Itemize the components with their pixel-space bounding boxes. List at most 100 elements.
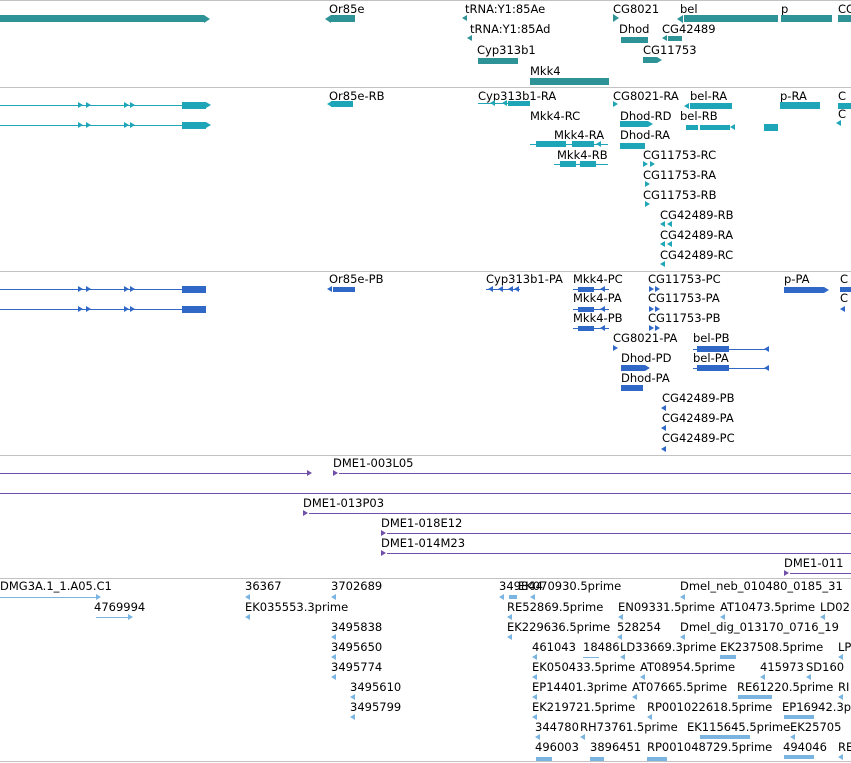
feature-label[interactable]: 3495650 [331, 640, 383, 654]
feature-bar[interactable] [331, 15, 355, 22]
feature-label[interactable]: C [840, 272, 849, 286]
feature-bar[interactable] [700, 125, 730, 130]
feature-bar[interactable] [684, 15, 778, 22]
feature-label[interactable]: 528254 [617, 620, 661, 634]
feature-bar[interactable] [572, 141, 594, 147]
feature-label[interactable]: C [838, 89, 847, 103]
feature-label[interactable]: EP16942.3p [782, 700, 851, 714]
feature-label[interactable]: Dhod-PD [621, 351, 672, 365]
feature-bar[interactable] [508, 101, 530, 106]
feature-label[interactable]: 415973 [760, 660, 804, 674]
feature-label[interactable]: RE61220.5prime [737, 680, 834, 694]
feature-label[interactable]: 461043 [532, 640, 576, 654]
feature-intron-line[interactable] [96, 617, 128, 618]
feature-label[interactable]: bel-RA [690, 89, 728, 103]
feature-label[interactable]: 494046 [783, 740, 827, 754]
feature-label[interactable]: RI [838, 680, 850, 694]
feature-label[interactable]: RE [838, 740, 851, 754]
feature-label[interactable]: LD02 [820, 600, 850, 614]
feature-bar[interactable] [838, 15, 851, 22]
feature-label[interactable]: DME1-013P03 [303, 496, 385, 510]
feature-intron-line[interactable] [486, 289, 520, 290]
feature-label[interactable]: Mkk4-PC [573, 272, 623, 286]
feature-label[interactable]: CG42489-RB [660, 208, 734, 222]
feature-label[interactable]: Or85e [329, 2, 365, 16]
feature-intron-line[interactable] [0, 125, 182, 126]
feature-label[interactable]: Mkk4-PA [573, 291, 622, 305]
feature-intron-line[interactable] [309, 513, 851, 514]
feature-label[interactable]: 3495610 [350, 680, 402, 694]
feature-bar[interactable] [621, 37, 648, 43]
feature-label[interactable]: CG42489-PC [662, 431, 735, 445]
feature-intron-line[interactable] [790, 573, 851, 574]
feature-label[interactable]: 36367 [245, 579, 282, 593]
feature-label[interactable]: RP001048729.5prime [647, 740, 773, 754]
feature-intron-line[interactable] [387, 553, 851, 554]
feature-label[interactable]: DME1-011 [784, 556, 844, 570]
feature-label[interactable]: EK035553.3prime [245, 600, 349, 614]
feature-bar[interactable] [578, 326, 594, 331]
feature-intron-line[interactable] [339, 473, 851, 474]
feature-bar[interactable] [478, 58, 518, 64]
feature-label[interactable]: 496003 [535, 740, 579, 754]
feature-label[interactable]: CG11753-PA [648, 291, 720, 305]
feature-label[interactable]: RE52869.5prime [507, 600, 604, 614]
feature-label[interactable]: p-RA [780, 89, 807, 103]
feature-bar[interactable] [182, 122, 206, 129]
feature-label[interactable]: Dmel_dig_013170_0716_19 [680, 620, 839, 634]
feature-label[interactable]: EK229636.5prime [507, 620, 611, 634]
feature-bar[interactable] [182, 102, 206, 109]
feature-label[interactable]: Mkk4-RC [530, 109, 581, 123]
feature-bar[interactable] [838, 103, 851, 109]
feature-label[interactable]: CG [838, 2, 851, 16]
feature-bar[interactable] [686, 125, 698, 130]
feature-bar[interactable] [764, 124, 778, 131]
feature-intron-line[interactable] [0, 105, 182, 106]
feature-label[interactable]: p-PA [784, 272, 810, 286]
feature-label[interactable]: Dhod-RA [620, 128, 671, 142]
feature-label[interactable]: Mkk4-PB [573, 311, 623, 325]
feature-bar[interactable] [536, 141, 566, 147]
feature-label[interactable]: CG42489-RA [660, 228, 734, 242]
feature-label[interactable]: CG42489 [662, 22, 716, 36]
feature-bar[interactable] [784, 715, 814, 719]
feature-bar[interactable] [0, 15, 204, 22]
feature-intron-line[interactable] [530, 144, 608, 145]
feature-label[interactable]: CG42489-RC [660, 248, 734, 262]
feature-bar[interactable] [697, 365, 729, 371]
feature-intron-line[interactable] [387, 533, 851, 534]
feature-label[interactable]: CG8021 [613, 2, 660, 16]
feature-label[interactable]: Cyp313b1-RA [478, 89, 557, 103]
feature-label[interactable]: 3702689 [331, 579, 383, 593]
feature-label[interactable]: DMG3A.1_1.A05.C1 [0, 579, 112, 593]
feature-label[interactable]: EK070930.5prime [518, 579, 622, 593]
feature-label[interactable]: EK237508.5prime [720, 640, 824, 654]
feature-label[interactable]: CG11753-RA [643, 168, 717, 182]
feature-label[interactable]: RP001022618.5prime [647, 700, 773, 714]
feature-label[interactable]: 349844 [499, 579, 543, 593]
feature-label[interactable]: EK115645.5prime [687, 720, 791, 734]
feature-label[interactable]: Mkk4-RB [557, 148, 608, 162]
feature-bar[interactable] [700, 735, 750, 739]
feature-label[interactable]: C [840, 291, 849, 305]
feature-label[interactable]: CG11753-RC [643, 148, 717, 162]
feature-label[interactable]: 3495774 [331, 660, 383, 674]
feature-bar[interactable] [620, 121, 648, 127]
feature-intron-line[interactable] [693, 349, 769, 350]
feature-label[interactable]: Dhod-PA [621, 371, 670, 385]
feature-intron-line[interactable] [583, 657, 599, 658]
feature-label[interactable]: tRNA:Y1:85Ae [465, 2, 546, 16]
feature-label[interactable]: 4769994 [94, 600, 146, 614]
feature-bar[interactable] [621, 385, 643, 391]
feature-label[interactable]: EP14401.3prime [532, 680, 628, 694]
feature-bar[interactable] [578, 307, 594, 312]
feature-label[interactable]: AT07665.5prime [632, 680, 728, 694]
feature-bar[interactable] [590, 757, 604, 761]
feature-label[interactable]: C [838, 107, 847, 121]
feature-label[interactable]: RH73761.5prime [580, 720, 678, 734]
feature-bar[interactable] [182, 306, 206, 313]
feature-bar[interactable] [620, 143, 645, 149]
feature-intron-line[interactable] [0, 597, 96, 598]
feature-intron-line[interactable] [0, 493, 851, 494]
feature-intron-line[interactable] [0, 289, 182, 290]
